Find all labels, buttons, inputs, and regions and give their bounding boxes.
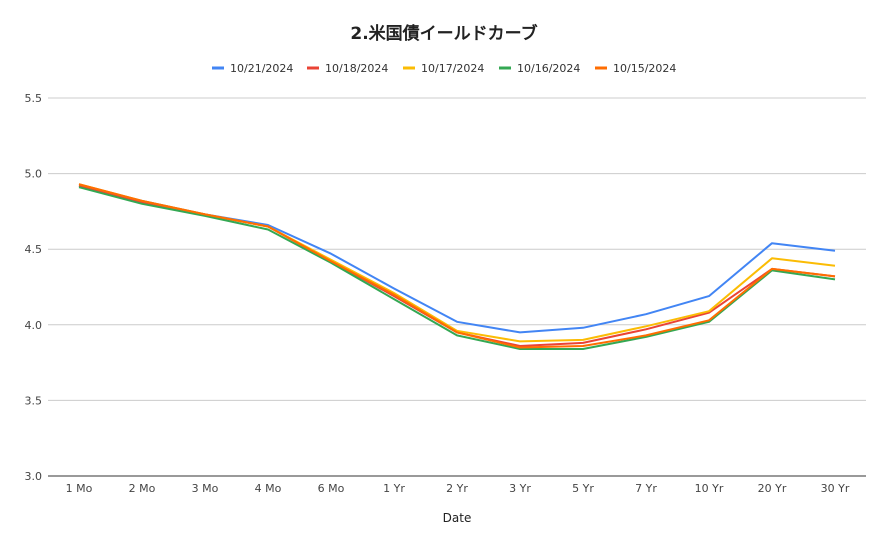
x-axis-label: Date: [443, 511, 472, 525]
x-tick-label: 2 Yr: [446, 482, 468, 495]
x-tick-label: 3 Yr: [509, 482, 531, 495]
legend-item-label: 10/16/2024: [517, 62, 580, 75]
legend-item-label: 10/15/2024: [613, 62, 676, 75]
legend-item-label: 10/18/2024: [325, 62, 388, 75]
series-line: [78, 186, 836, 350]
x-tick-label: 10 Yr: [695, 482, 724, 495]
x-tick-label: 4 Mo: [255, 482, 282, 495]
x-tick-label: 1 Mo: [66, 482, 93, 495]
x-tick-label: 20 Yr: [758, 482, 787, 495]
y-tick-label: 3.0: [25, 470, 43, 483]
legend: 10/21/2024 10/18/2024 10/17/2024 10/16/2024…: [212, 62, 676, 75]
legend-item-label: 10/21/2024: [230, 62, 293, 75]
series-line: [78, 183, 836, 343]
grid-lines: [48, 97, 866, 477]
y-tick-label: 5.5: [25, 92, 43, 105]
legend-item-label: 10/17/2024: [421, 62, 484, 75]
x-tick-label: 6 Mo: [318, 482, 345, 495]
x-tick-label: 1 Yr: [383, 482, 405, 495]
x-tick-label: 30 Yr: [821, 482, 850, 495]
x-tick-label: 7 Yr: [635, 482, 657, 495]
y-tick-label: 5.0: [25, 168, 43, 181]
x-tick-label: 2 Mo: [129, 482, 156, 495]
y-tick-label: 4.0: [25, 319, 43, 332]
y-tick-label: 3.5: [25, 394, 43, 407]
y-axis-ticks: 3.0 3.5 4.0 4.5 5.0 5.5: [25, 92, 43, 483]
series-lines: [78, 183, 836, 350]
x-tick-label: 3 Mo: [192, 482, 219, 495]
y-tick-label: 4.5: [25, 243, 43, 256]
chart-title: 2.米国債イールドカーブ: [350, 23, 537, 44]
x-axis-ticks: 1 Mo 2 Mo 3 Mo 4 Mo 6 Mo 1 Yr 2 Yr 3 Yr 5 Yr 7 Yr…: [66, 482, 850, 495]
series-line: [78, 183, 836, 349]
x-tick-label: 5 Yr: [572, 482, 594, 495]
